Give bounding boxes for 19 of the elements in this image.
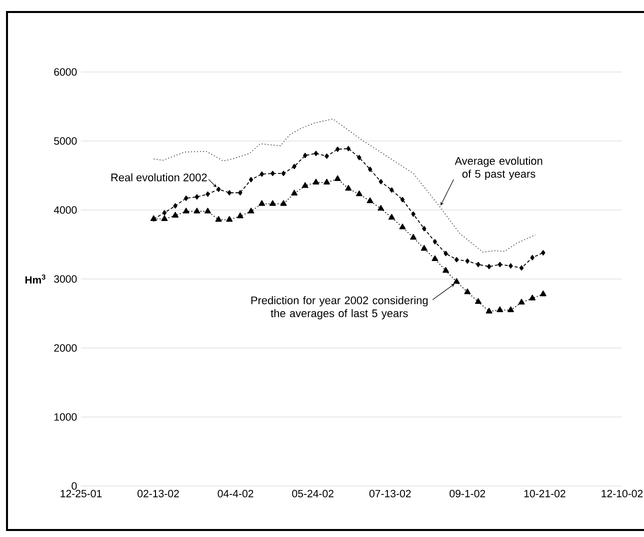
annotation: Prediction for year 2002 considering the averages of last 5 years	[251, 296, 428, 320]
x-tick-label: 07-13-02	[369, 490, 411, 498]
annotation: Real evolution 2002	[111, 173, 207, 182]
y-tick-label: 2000	[54, 344, 77, 352]
y-tick-label: 0	[72, 482, 77, 490]
y-tick-label: 4000	[54, 206, 77, 214]
x-tick-label: 05-24-02	[292, 490, 334, 498]
x-tick-label: 09-1-02	[450, 490, 486, 498]
x-tick-label: 04-4-02	[218, 490, 254, 498]
x-tick-label: 12-25-01	[60, 490, 102, 498]
y-tick-label: 3000	[54, 275, 77, 283]
y-tick-label: 6000	[54, 68, 77, 76]
x-tick-label: 12-10-02	[602, 490, 643, 498]
annotation: Average evolution of 5 past years	[454, 156, 542, 180]
x-tick-label: 02-13-02	[138, 490, 179, 498]
x-tick-label: 10-21-02	[524, 490, 566, 498]
y-tick-label: 1000	[54, 413, 77, 421]
y-axis-title: Hm$^{3}$	[25, 274, 46, 284]
y-tick-label: 5000	[54, 137, 77, 145]
